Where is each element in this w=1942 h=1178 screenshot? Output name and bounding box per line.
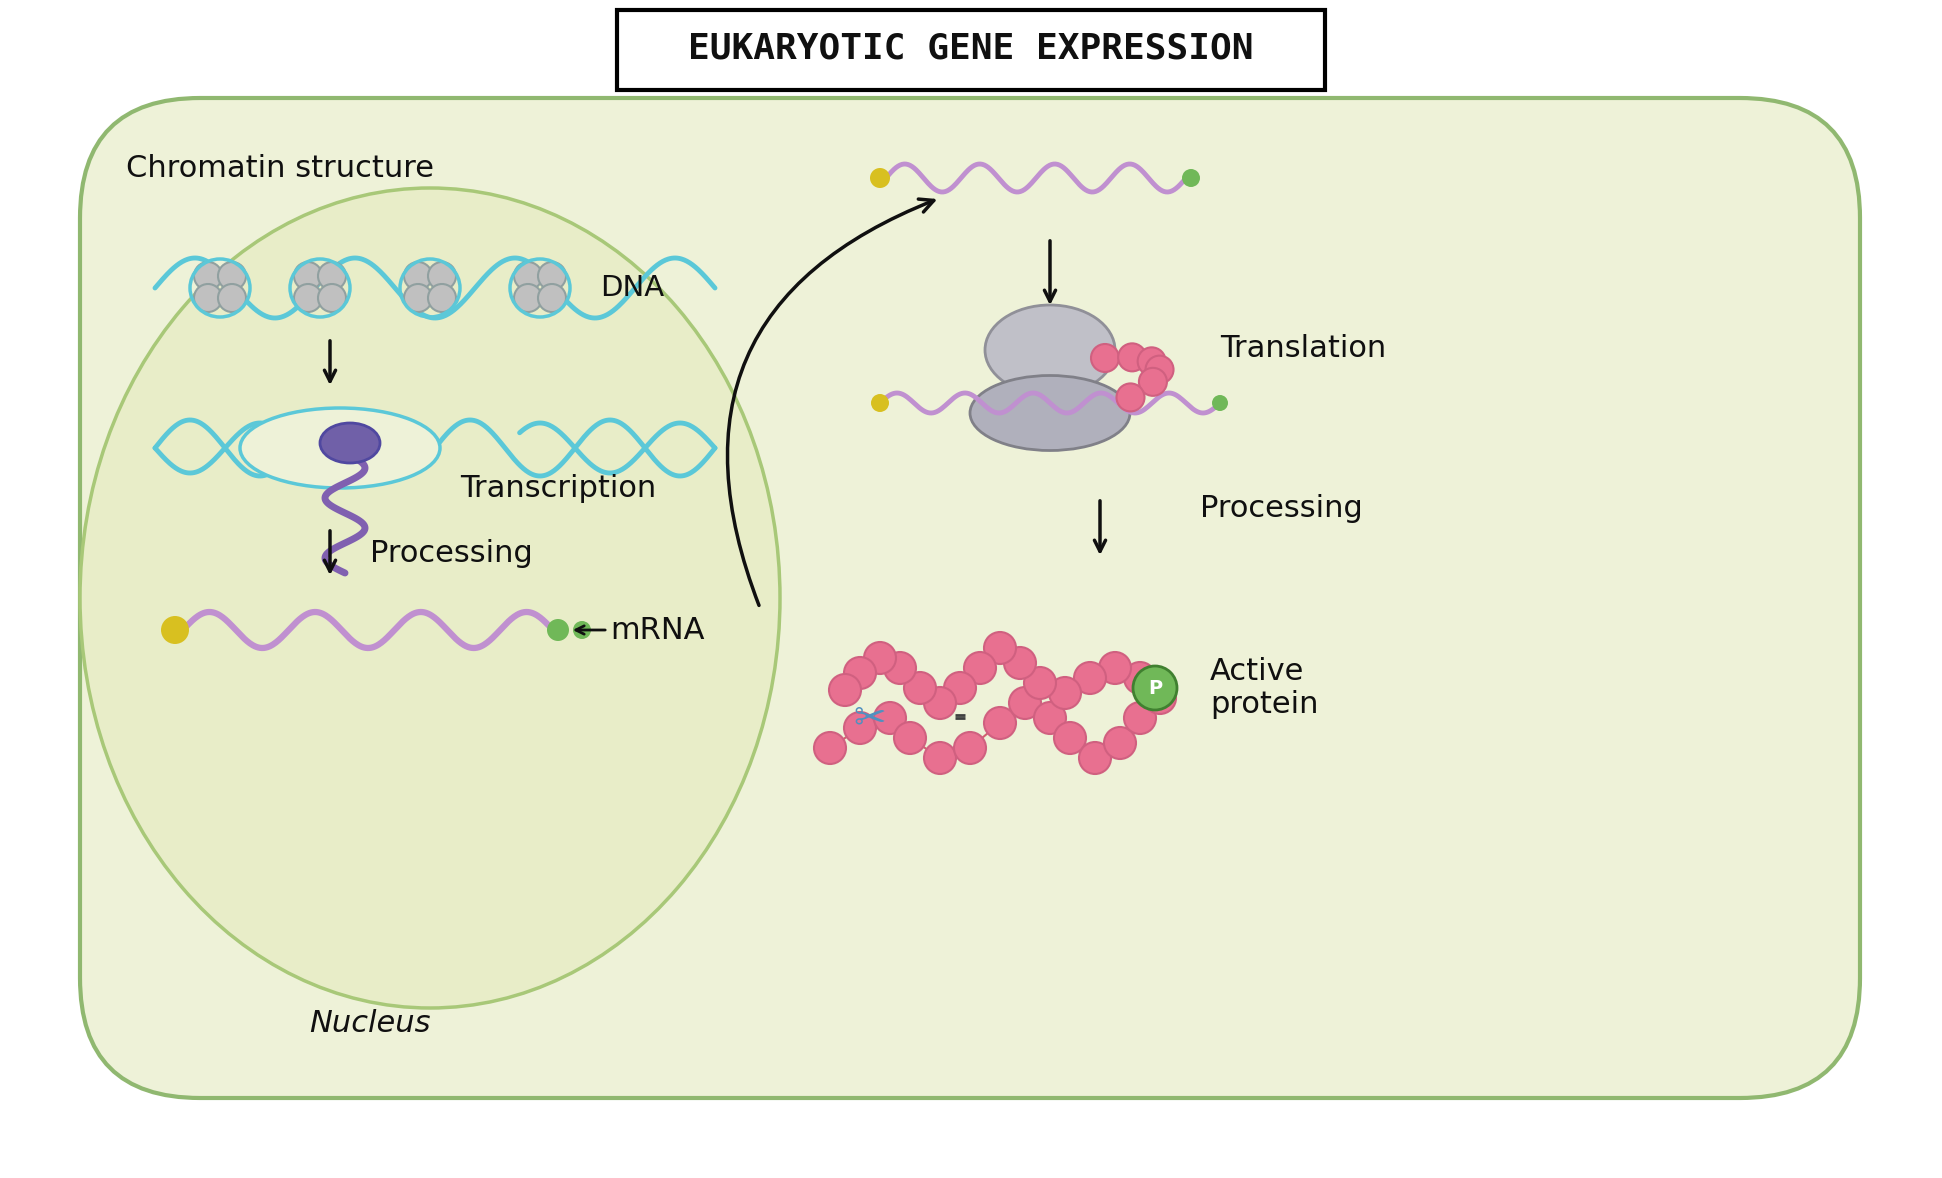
Circle shape <box>845 712 876 744</box>
FancyBboxPatch shape <box>618 9 1324 90</box>
Circle shape <box>1119 343 1146 371</box>
Circle shape <box>829 674 860 706</box>
Circle shape <box>1132 666 1177 710</box>
Circle shape <box>1124 702 1155 734</box>
Circle shape <box>893 722 926 754</box>
Circle shape <box>1080 742 1111 774</box>
FancyBboxPatch shape <box>80 98 1860 1098</box>
Circle shape <box>548 618 569 641</box>
Ellipse shape <box>985 305 1115 395</box>
Circle shape <box>814 732 847 765</box>
Circle shape <box>872 393 889 412</box>
Circle shape <box>944 671 977 704</box>
Text: Transcription: Transcription <box>460 474 656 503</box>
Circle shape <box>1010 687 1041 719</box>
Circle shape <box>924 742 955 774</box>
Circle shape <box>1091 344 1119 372</box>
Ellipse shape <box>80 188 781 1008</box>
Circle shape <box>870 168 889 188</box>
Circle shape <box>1124 662 1155 694</box>
Circle shape <box>985 707 1016 739</box>
Text: Translation: Translation <box>1220 333 1387 363</box>
Circle shape <box>1074 662 1107 694</box>
Circle shape <box>218 262 247 290</box>
Circle shape <box>293 284 322 312</box>
Text: Nucleus: Nucleus <box>309 1008 431 1038</box>
Text: EUKARYOTIC GENE EXPRESSION: EUKARYOTIC GENE EXPRESSION <box>687 31 1255 65</box>
Circle shape <box>874 702 907 734</box>
Text: mRNA: mRNA <box>610 615 705 644</box>
Circle shape <box>903 671 936 704</box>
Text: P: P <box>1148 679 1161 697</box>
Circle shape <box>538 262 565 290</box>
Circle shape <box>1146 356 1173 384</box>
Ellipse shape <box>969 376 1130 450</box>
Circle shape <box>1138 368 1167 396</box>
Circle shape <box>864 642 895 674</box>
Text: Processing: Processing <box>371 538 532 568</box>
Circle shape <box>924 687 955 719</box>
Text: Chromatin structure: Chromatin structure <box>126 153 433 183</box>
Circle shape <box>218 284 247 312</box>
Circle shape <box>1099 651 1130 684</box>
Circle shape <box>427 284 456 312</box>
Circle shape <box>515 262 542 290</box>
Circle shape <box>194 262 221 290</box>
Circle shape <box>1049 677 1082 709</box>
Circle shape <box>573 621 590 638</box>
Circle shape <box>1183 168 1200 187</box>
Circle shape <box>318 262 346 290</box>
Circle shape <box>1212 395 1227 411</box>
Circle shape <box>538 284 565 312</box>
Circle shape <box>845 657 876 689</box>
Circle shape <box>427 262 456 290</box>
Circle shape <box>1103 727 1136 759</box>
Text: ✂: ✂ <box>854 699 886 737</box>
Circle shape <box>1055 722 1086 754</box>
Ellipse shape <box>320 423 381 463</box>
Circle shape <box>1023 667 1056 699</box>
Circle shape <box>318 284 346 312</box>
Circle shape <box>404 262 431 290</box>
Circle shape <box>293 262 322 290</box>
Circle shape <box>404 284 431 312</box>
Ellipse shape <box>241 408 441 488</box>
Circle shape <box>1033 702 1066 734</box>
Text: Processing: Processing <box>1200 494 1363 523</box>
Circle shape <box>1004 647 1035 679</box>
Circle shape <box>963 651 996 684</box>
Text: Active
protein: Active protein <box>1210 656 1319 720</box>
Circle shape <box>1144 682 1177 714</box>
FancyArrowPatch shape <box>728 199 934 605</box>
Circle shape <box>985 633 1016 664</box>
Circle shape <box>1117 383 1144 411</box>
Circle shape <box>1138 348 1165 376</box>
Circle shape <box>954 732 987 765</box>
Circle shape <box>161 616 188 644</box>
Circle shape <box>515 284 542 312</box>
Text: DNA: DNA <box>600 274 664 302</box>
Circle shape <box>194 284 221 312</box>
Circle shape <box>884 651 917 684</box>
